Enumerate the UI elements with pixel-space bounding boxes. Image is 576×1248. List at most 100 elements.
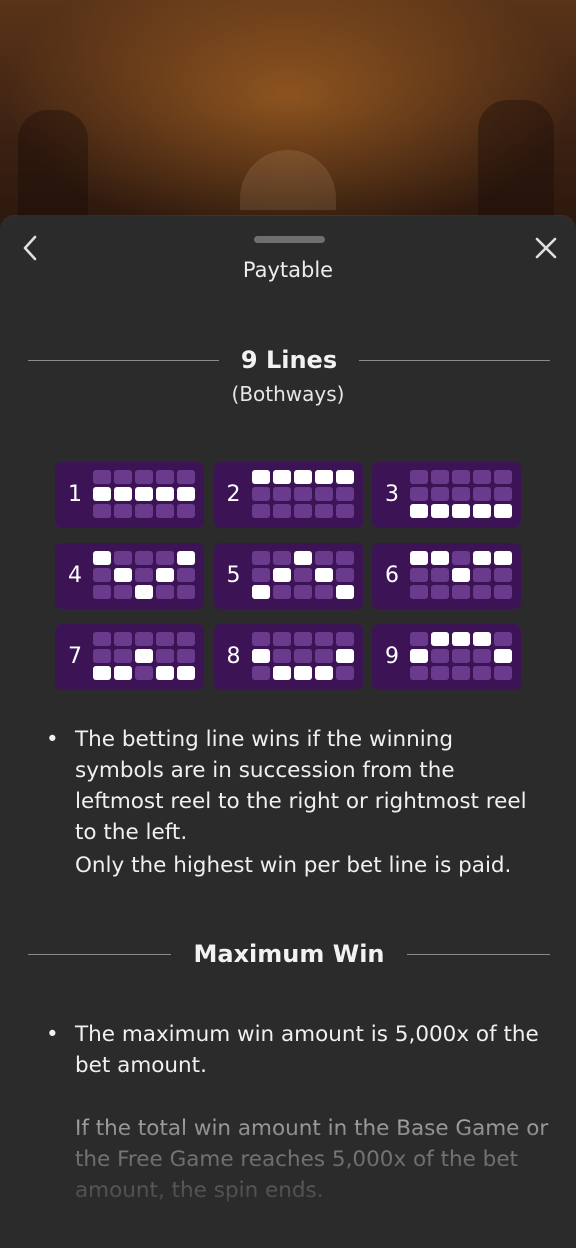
payline-cell — [93, 632, 111, 646]
payline-cell — [251, 504, 270, 518]
payline-number: 1 — [68, 482, 82, 507]
payline-cell — [410, 632, 428, 646]
payline-cell-active — [314, 470, 333, 484]
payline-cell-active — [93, 487, 111, 501]
payline-cell — [114, 470, 132, 484]
back-button[interactable] — [12, 230, 48, 266]
payline-cell — [93, 649, 111, 663]
payline-cell-active — [93, 666, 111, 680]
payline-cell-active — [410, 649, 428, 663]
payline-cell-active — [452, 632, 470, 646]
payline-number: 5 — [226, 563, 241, 588]
divider — [406, 953, 550, 955]
payline-cell-active — [431, 632, 449, 646]
payline-cell — [114, 649, 132, 663]
payline-cell — [431, 649, 449, 663]
payline-cell-active — [410, 551, 428, 565]
payline-pattern — [251, 632, 354, 680]
payline-cell — [314, 585, 333, 599]
payline-cell — [314, 487, 333, 501]
payline-cell — [431, 585, 449, 599]
drag-handle[interactable] — [254, 236, 325, 243]
background-dome — [240, 150, 336, 210]
payline-cell — [272, 487, 291, 501]
max-win-rule-1: • The maximum win amount is 5,000x of th… — [46, 1019, 546, 1081]
payline-card: 8 — [213, 624, 363, 690]
payline-number: 4 — [68, 563, 82, 588]
payline-cell — [431, 470, 449, 484]
lines-rule-2-text: Only the highest win per bet line is pai… — [75, 853, 512, 878]
payline-cell — [314, 632, 333, 646]
payline-card: 7 — [55, 624, 204, 690]
payline-card: 1 — [55, 462, 204, 528]
payline-card: 4 — [55, 543, 204, 609]
payline-cell-active — [473, 551, 491, 565]
payline-cell-active — [494, 649, 512, 663]
payline-cell — [93, 585, 111, 599]
payline-cell — [293, 487, 312, 501]
payline-cell-active — [272, 666, 291, 680]
payline-cell-active — [293, 551, 312, 565]
close-icon — [535, 237, 557, 259]
close-button[interactable] — [528, 230, 564, 266]
max-win-rule-2-text: If the total win amount in the Base Game… — [75, 1116, 549, 1203]
payline-cell — [251, 632, 270, 646]
payline-cell — [410, 666, 428, 680]
payline-cell-active — [177, 551, 195, 565]
payline-cell — [452, 649, 470, 663]
payline-cell-active — [177, 666, 195, 680]
payline-cell — [431, 568, 449, 582]
payline-cell-active — [431, 504, 449, 518]
payline-cell-active — [251, 470, 270, 484]
payline-cell — [494, 585, 512, 599]
payline-cell — [293, 649, 312, 663]
payline-cell-active — [93, 551, 111, 565]
payline-cell-active — [494, 551, 512, 565]
payline-cell — [335, 504, 354, 518]
payline-cell — [156, 504, 174, 518]
payline-cell-active — [473, 632, 491, 646]
payline-cell — [452, 666, 470, 680]
payline-cell — [293, 568, 312, 582]
payline-cell — [473, 568, 491, 582]
payline-cell — [452, 470, 470, 484]
payline-card: 6 — [372, 543, 521, 609]
payline-cell — [177, 649, 195, 663]
payline-cell — [135, 551, 153, 565]
payline-cell — [335, 568, 354, 582]
payline-pattern — [251, 470, 354, 518]
payline-cell — [272, 585, 291, 599]
payline-cell — [135, 666, 153, 680]
payline-cell-active — [135, 649, 153, 663]
payline-cell — [114, 504, 132, 518]
payline-cell-active — [135, 487, 153, 501]
payline-cell — [93, 568, 111, 582]
payline-number: 8 — [226, 644, 241, 669]
payline-cell — [93, 470, 111, 484]
divider — [28, 359, 219, 361]
payline-cell — [177, 504, 195, 518]
bullet-dot: • — [46, 727, 59, 752]
lines-section-subtitle: (Bothways) — [231, 382, 345, 406]
payline-cell — [473, 585, 491, 599]
payline-cell — [494, 632, 512, 646]
payline-cell — [452, 585, 470, 599]
payline-cell — [335, 632, 354, 646]
payline-cell — [177, 568, 195, 582]
chevron-left-icon — [23, 235, 37, 261]
payline-cell-active — [293, 470, 312, 484]
payline-cell — [473, 470, 491, 484]
payline-pattern — [93, 470, 195, 518]
payline-cell — [135, 504, 153, 518]
payline-cell — [410, 487, 428, 501]
payline-cell — [335, 487, 354, 501]
payline-cell — [251, 551, 270, 565]
payline-cell-active — [314, 568, 333, 582]
payline-cell — [410, 585, 428, 599]
payline-cell — [431, 487, 449, 501]
payline-cell — [114, 551, 132, 565]
payline-cell — [293, 585, 312, 599]
payline-cell — [93, 504, 111, 518]
payline-cell — [251, 568, 270, 582]
payline-cell — [272, 551, 291, 565]
